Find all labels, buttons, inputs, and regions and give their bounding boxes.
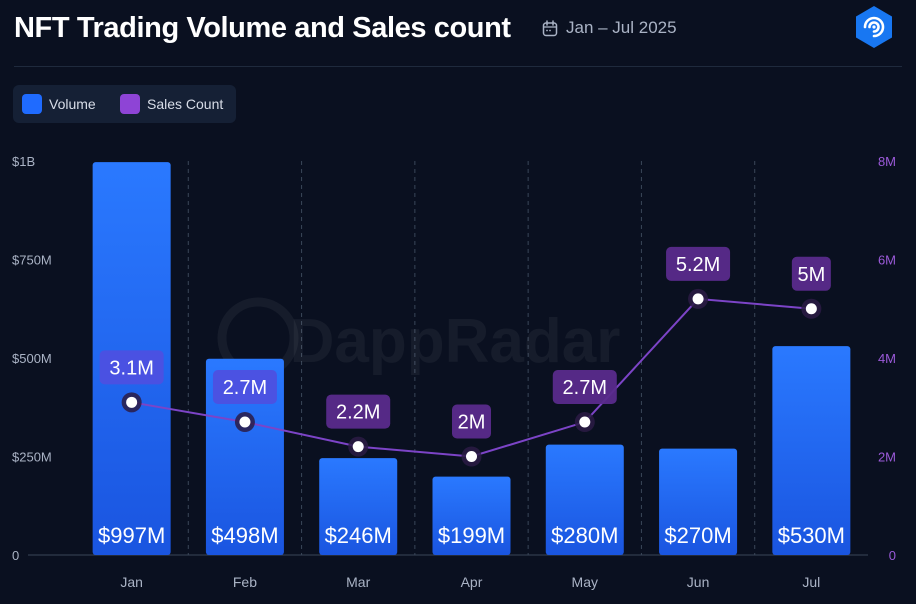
bar-volume-apr[interactable] xyxy=(432,476,511,555)
chart-header: NFT Trading Volume and Sales count Jan –… xyxy=(0,0,916,66)
x-tick-label: Jul xyxy=(802,574,820,590)
sales-count-line: 3.1M 2.7M 2.2M 2M 2.7M 5.2M 5M xyxy=(99,246,831,467)
point-sales-count-feb[interactable] xyxy=(239,416,251,428)
bar-volume-feb[interactable] xyxy=(205,358,284,555)
y-left-tick-label: $250M xyxy=(12,450,52,465)
point-data-label: 5M xyxy=(797,264,825,286)
bar-volume-jul[interactable] xyxy=(772,346,851,555)
dappradar-logo-icon[interactable] xyxy=(852,5,896,49)
point-data-label: 2.7M xyxy=(223,377,267,399)
volume-data-labels: $997M $498M $246M $199M $280M $270M $530M xyxy=(98,523,845,548)
point-sales-count-jun[interactable] xyxy=(692,293,704,305)
x-tick-label: Jun xyxy=(687,574,710,590)
volume-bars xyxy=(92,162,851,555)
y-left-tick-label: 0 xyxy=(12,548,19,563)
point-sales-count-may[interactable] xyxy=(579,416,591,428)
point-label-box xyxy=(791,256,831,291)
point-sales-count-jul[interactable] xyxy=(805,303,817,315)
bar-data-label: $246M xyxy=(325,523,392,548)
point-data-label: 5.2M xyxy=(676,254,720,276)
point-label-box xyxy=(552,370,617,405)
bar-data-label: $997M xyxy=(98,523,165,548)
bar-volume-mar[interactable] xyxy=(319,458,398,555)
point-label-box xyxy=(666,246,731,281)
legend-item-volume[interactable]: Volume xyxy=(22,94,96,114)
y-left-tick-label: $500M xyxy=(12,351,52,366)
axes: 0 $250M $500M $750M $1B 0 2M 4M 6M 8M Jan Feb Mar Apr… xyxy=(12,154,896,590)
point-sales-count-apr[interactable] xyxy=(466,451,477,462)
point-label-box xyxy=(99,350,164,385)
watermark: DappRadar xyxy=(217,297,621,379)
calendar-icon xyxy=(542,19,558,37)
bar-data-label: $530M xyxy=(778,523,845,548)
y-right-tick-label: 2M xyxy=(878,450,896,465)
point-data-label: 2M xyxy=(458,412,486,434)
point-label-box xyxy=(326,394,391,429)
legend-label-sales-count: Sales Count xyxy=(147,96,224,112)
combo-chart: DappRadar $997M $498M $246M $199M $280M $270M… xyxy=(12,154,896,590)
legend-swatch-volume xyxy=(22,94,42,114)
date-range-label: Jan – Jul 2025 xyxy=(566,18,677,37)
x-tick-label: Feb xyxy=(233,574,257,590)
x-tick-label: Apr xyxy=(461,574,483,590)
x-tick-label: Jan xyxy=(120,574,143,590)
legend-label-volume: Volume xyxy=(49,96,96,112)
header-divider xyxy=(14,66,902,67)
chart-title: NFT Trading Volume and Sales count xyxy=(14,12,511,44)
y-left-tick-label: $750M xyxy=(12,253,52,268)
legend-item-sales-count[interactable]: Sales Count xyxy=(120,94,223,114)
legend-swatch-sales-count xyxy=(120,94,140,114)
point-label-box xyxy=(452,404,491,439)
point-data-label: 2.2M xyxy=(336,402,380,424)
date-range: Jan – Jul 2025 xyxy=(542,17,677,39)
watermark-text: DappRadar xyxy=(290,307,621,376)
bar-data-label: $199M xyxy=(438,523,505,548)
point-data-label: 2.7M xyxy=(563,377,607,399)
bar-data-label: $280M xyxy=(551,523,618,548)
point-sales-count-mar[interactable] xyxy=(352,441,364,453)
bar-volume-may[interactable] xyxy=(545,444,624,555)
y-right-tick-label: 4M xyxy=(878,351,896,366)
y-left-tick-label: $1B xyxy=(12,154,35,169)
y-right-tick-label: 8M xyxy=(878,154,896,169)
x-tick-label: May xyxy=(572,574,598,590)
bar-data-label: $498M xyxy=(211,523,278,548)
y-right-tick-label: 6M xyxy=(878,253,896,268)
bar-data-label: $270M xyxy=(664,523,731,548)
point-sales-count-jan[interactable] xyxy=(126,396,138,408)
bar-volume-jun[interactable] xyxy=(659,448,738,555)
x-tick-label: Mar xyxy=(346,574,370,590)
chart-legend: Volume Sales Count xyxy=(13,85,236,123)
y-right-tick-label: 0 xyxy=(889,548,896,563)
point-label-box xyxy=(212,370,277,405)
point-data-label: 3.1M xyxy=(109,357,153,379)
